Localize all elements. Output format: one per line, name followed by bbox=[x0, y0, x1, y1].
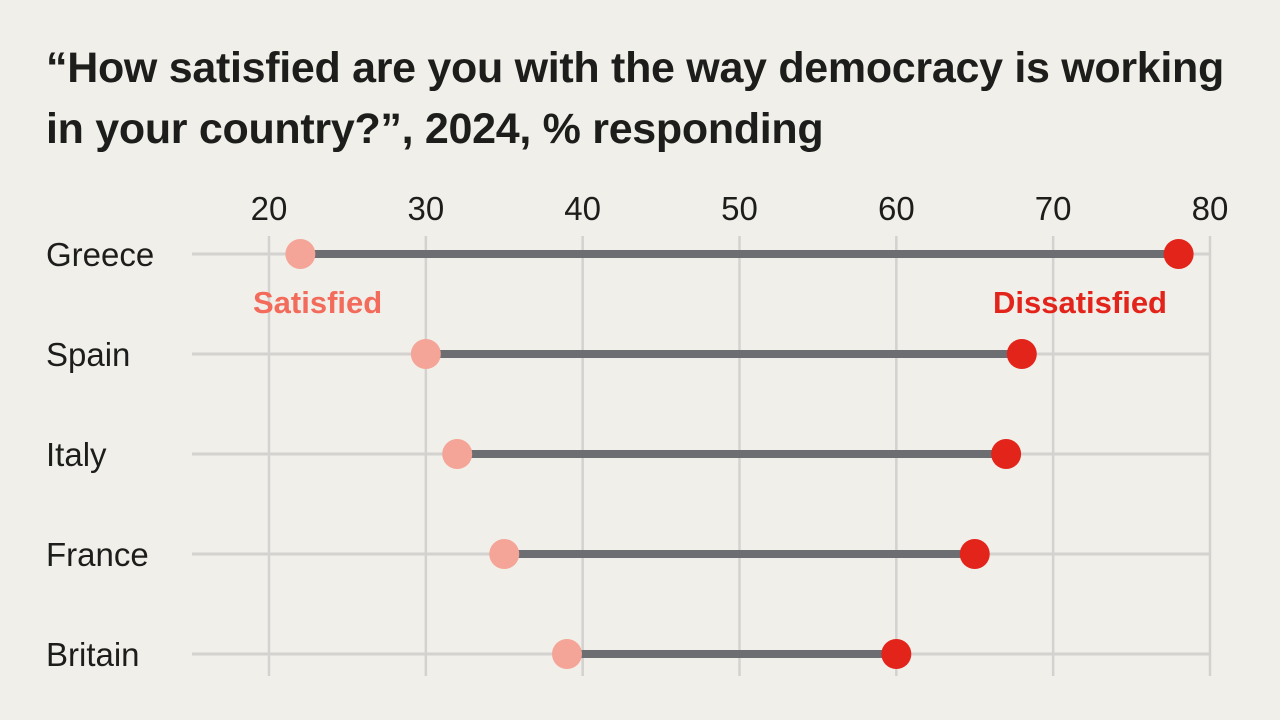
row-label-italy: Italy bbox=[46, 436, 107, 473]
dissatisfied-point-france bbox=[959, 539, 990, 569]
dissatisfied-point-britain bbox=[881, 639, 912, 669]
satisfied-point-france bbox=[489, 539, 520, 569]
row-label-spain: Spain bbox=[46, 336, 130, 373]
legend-satisfied: Satisfied bbox=[253, 285, 382, 320]
x-tick-label-50: 50 bbox=[721, 190, 758, 227]
satisfied-point-italy bbox=[442, 439, 473, 469]
row-label-greece: Greece bbox=[46, 236, 154, 273]
row-label-britain: Britain bbox=[46, 636, 140, 673]
satisfied-point-spain bbox=[410, 339, 441, 369]
x-axis-ticks: 20 30 40 50 60 70 80 bbox=[251, 190, 1229, 227]
x-tick-label-70: 70 bbox=[1035, 190, 1072, 227]
chart-title: “How satisfied are you with the way demo… bbox=[46, 44, 1224, 153]
legend: Satisfied Dissatisfied bbox=[253, 285, 1167, 320]
dissatisfied-point-spain bbox=[1006, 339, 1037, 369]
connectors bbox=[300, 250, 1179, 658]
dissatisfied-point-italy bbox=[991, 439, 1022, 469]
x-tick-label-60: 60 bbox=[878, 190, 915, 227]
dissatisfied-point-greece bbox=[1163, 239, 1194, 269]
x-tick-label-30: 30 bbox=[407, 190, 444, 227]
legend-dissatisfied: Dissatisfied bbox=[993, 285, 1167, 320]
data-points bbox=[285, 239, 1194, 669]
satisfied-point-greece bbox=[285, 239, 316, 269]
satisfied-point-britain bbox=[551, 639, 582, 669]
x-tick-label-40: 40 bbox=[564, 190, 601, 227]
row-label-france: France bbox=[46, 536, 149, 573]
x-tick-label-20: 20 bbox=[251, 190, 288, 227]
x-tick-label-80: 80 bbox=[1192, 190, 1229, 227]
row-labels: Greece Spain Italy France Britain bbox=[46, 236, 154, 673]
